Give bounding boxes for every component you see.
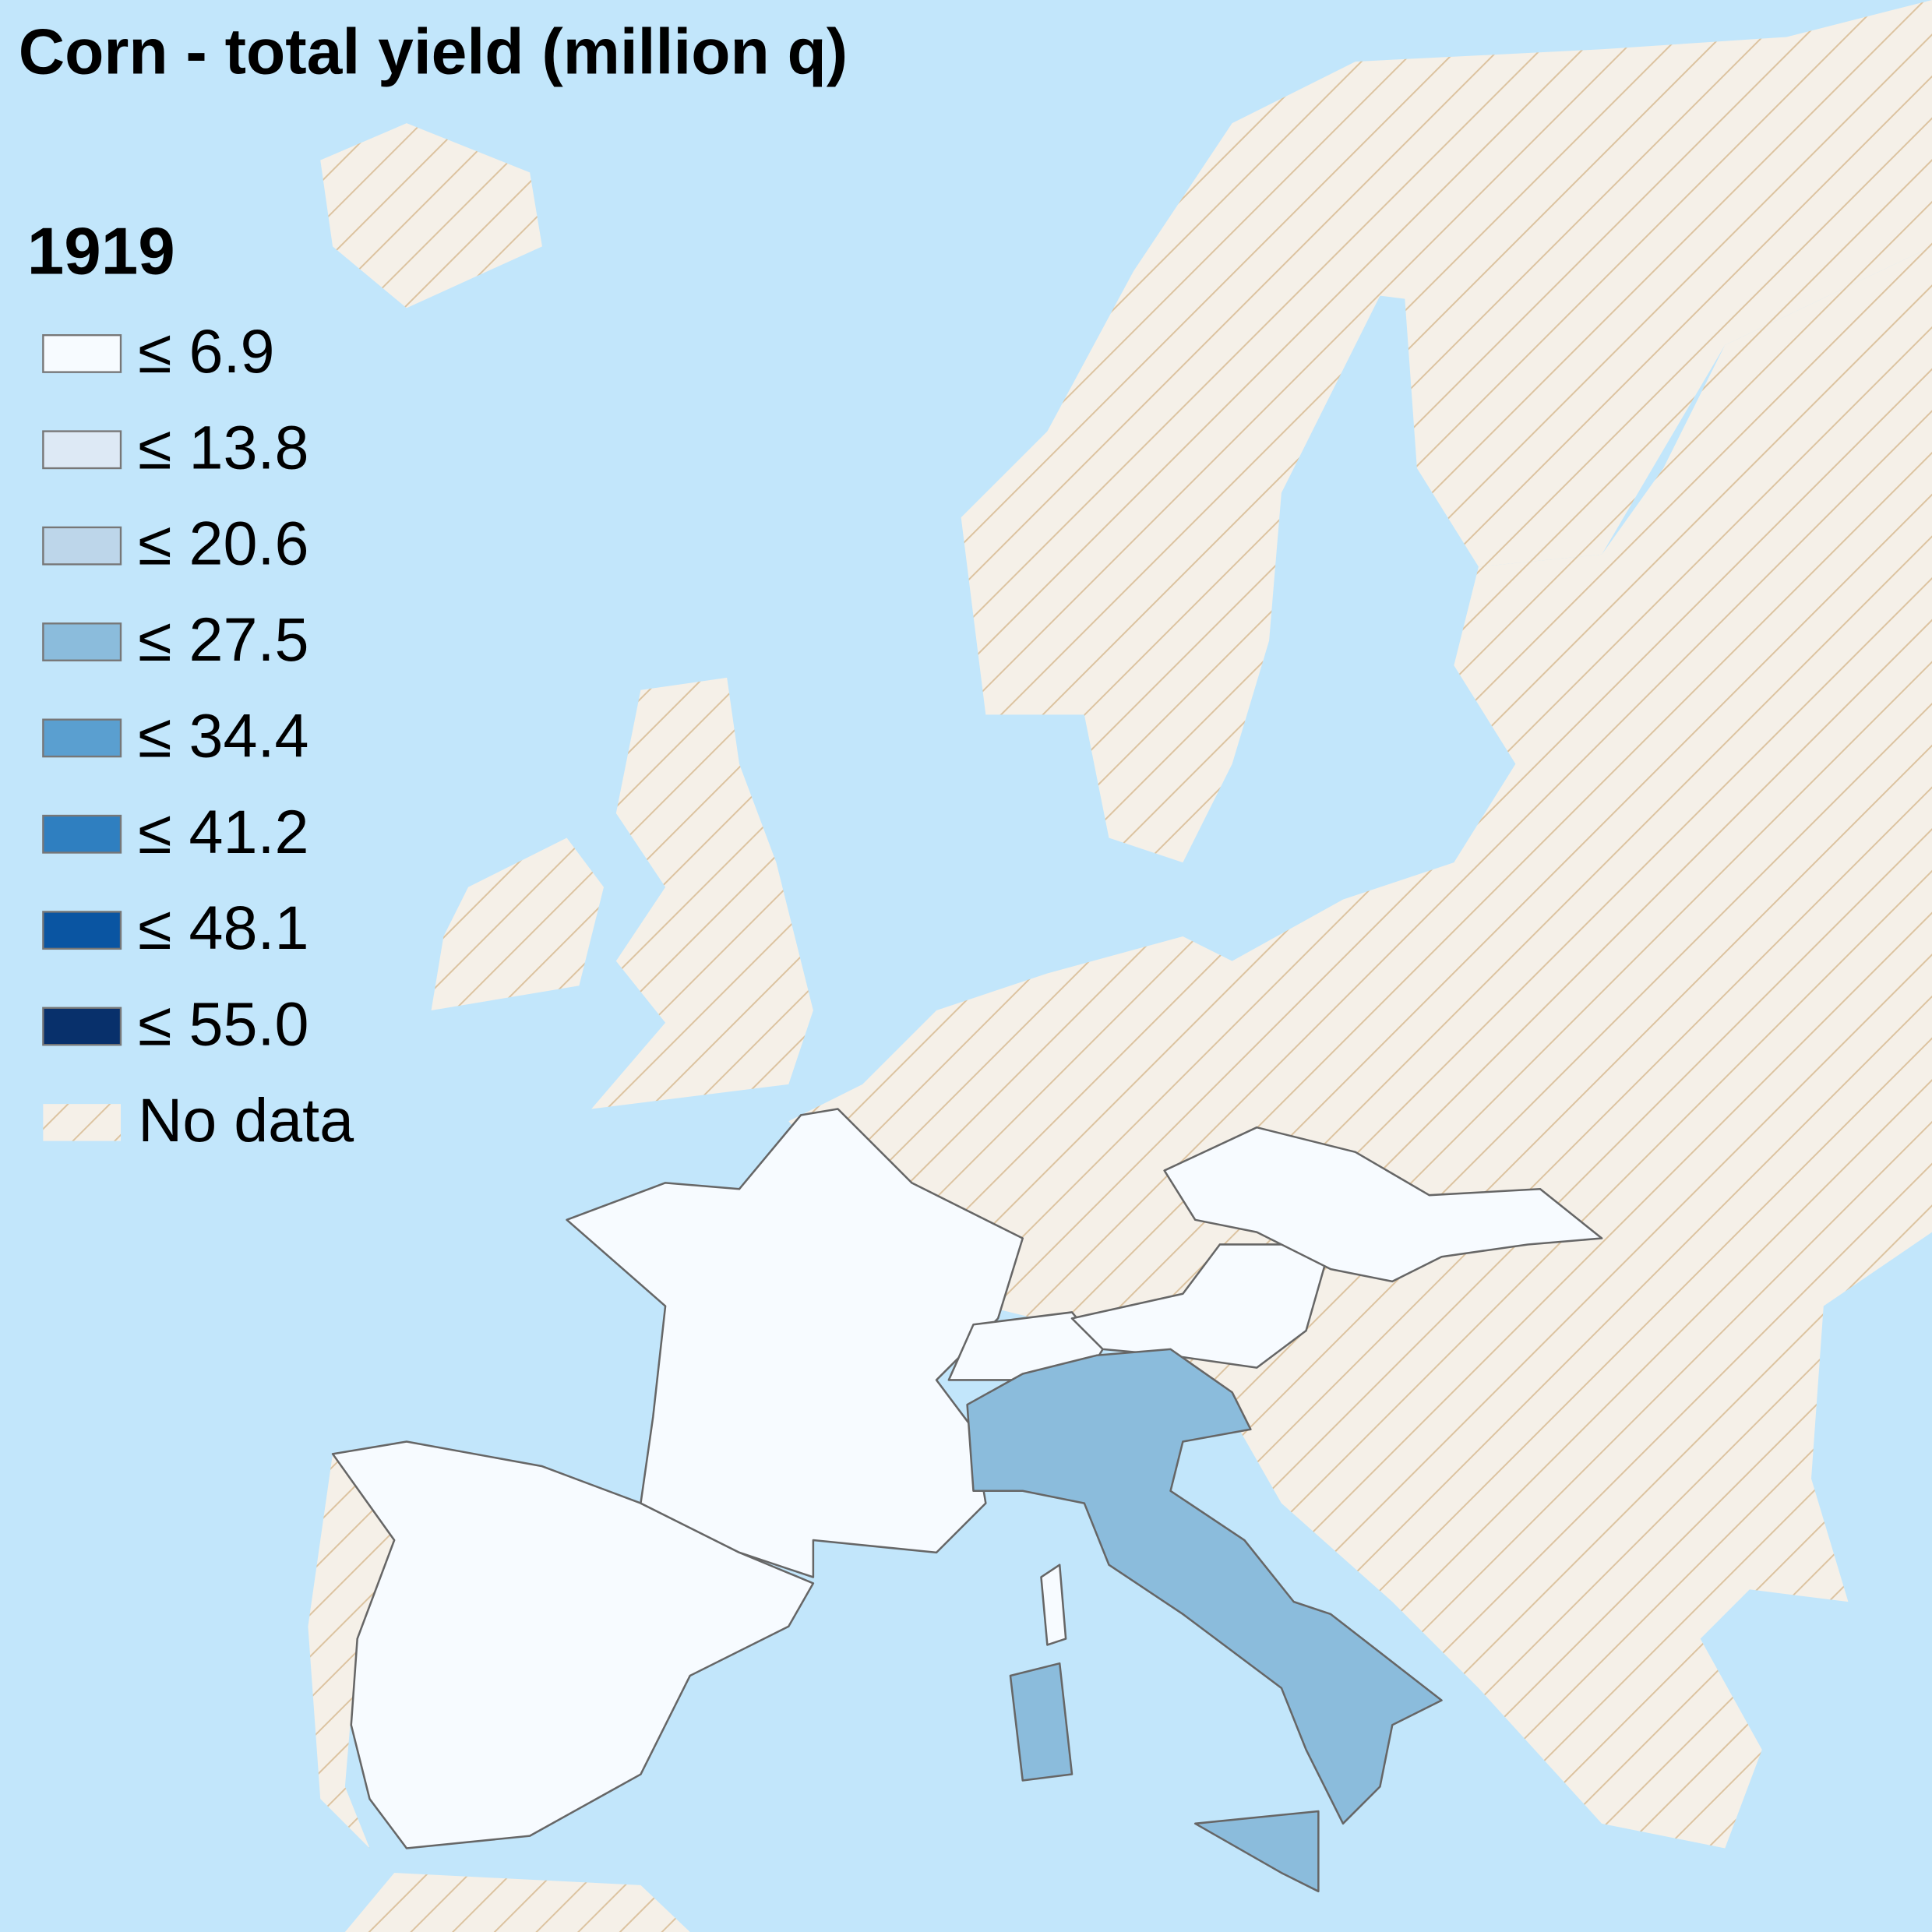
legend-swatch — [42, 718, 122, 758]
country — [1163, 1126, 1603, 1283]
legend-label: ≤ 27.5 — [138, 605, 308, 674]
country — [1040, 1564, 1067, 1646]
country — [966, 1348, 1443, 1825]
map-title: Corn - total yield (million q) — [19, 16, 848, 87]
legend-swatch — [42, 334, 122, 373]
legend-swatch — [42, 814, 122, 854]
legend-label: ≤ 55.0 — [138, 989, 308, 1059]
country — [566, 1108, 1024, 1578]
legend-label: ≤ 48.1 — [138, 893, 308, 962]
countries — [331, 1108, 1603, 1893]
country — [1009, 1662, 1074, 1782]
legend-label: ≤ 13.8 — [138, 412, 308, 481]
legend-label: ≤ 20.6 — [138, 509, 308, 578]
legend-label: No data — [138, 1085, 354, 1155]
legend-swatch — [42, 430, 122, 470]
legend-label: ≤ 6.9 — [138, 316, 274, 386]
no-data-land — [308, 0, 1932, 1932]
legend-year: 1919 — [27, 215, 175, 289]
country — [1070, 1243, 1332, 1369]
legend-swatch — [43, 1104, 121, 1141]
legend-swatch — [42, 911, 122, 950]
legend: ≤ 6.9 ≤ 13.8 ≤ 20.6 ≤ 27.5 ≤ 34.4 ≤ 41.2 ≤ 48.… — [42, 316, 354, 1155]
legend-label: ≤ 34.4 — [138, 700, 308, 770]
country — [331, 1440, 815, 1849]
country — [1193, 1810, 1320, 1893]
legend-swatch — [42, 622, 122, 661]
legend-swatch — [42, 526, 122, 566]
legend-swatch — [42, 1007, 122, 1046]
legend-label: ≤ 41.2 — [138, 797, 308, 866]
